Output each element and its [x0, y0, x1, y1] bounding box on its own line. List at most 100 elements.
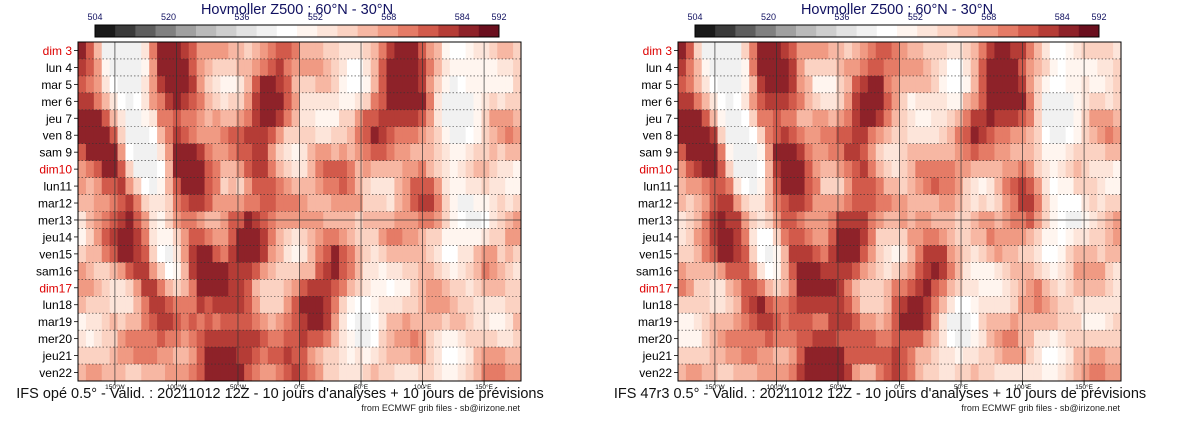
heatmap-cell	[212, 194, 221, 212]
heatmap-cell	[228, 296, 237, 314]
heatmap-cell	[741, 313, 750, 331]
heatmap-cell	[513, 228, 522, 246]
heatmap-cell	[859, 177, 869, 195]
heatmap-cell	[433, 42, 443, 60]
heatmap-cell	[157, 58, 166, 77]
heatmap-cell	[725, 92, 734, 111]
heatmap-cell	[970, 160, 980, 178]
heatmap-cell	[859, 92, 869, 111]
heatmap-cell	[513, 347, 522, 365]
heatmap-cell	[986, 228, 995, 246]
heatmap-cell	[765, 330, 774, 348]
y-tick-label: mar12	[638, 197, 672, 211]
heatmap-cell	[828, 177, 837, 195]
y-tick-label: jeu21	[642, 349, 673, 363]
heatmap-cell	[1097, 177, 1106, 195]
heatmap-cell	[133, 228, 142, 246]
heatmap-cell	[505, 177, 514, 195]
heatmap-cell	[891, 92, 900, 111]
chart-credit: from ECMWF grib files - sb@irizone.net	[961, 403, 1120, 413]
heatmap-cell	[836, 194, 845, 212]
heatmap-cell	[275, 296, 285, 314]
heatmap-cell	[772, 296, 782, 314]
heatmap-cell	[125, 279, 134, 297]
heatmap-cell	[796, 160, 805, 178]
heatmap-cell	[986, 330, 995, 348]
heatmap-cell	[1081, 143, 1090, 162]
heatmap-cell	[275, 109, 285, 128]
heatmap-cell	[796, 313, 805, 331]
heatmap-cell	[1073, 177, 1082, 195]
heatmap-cell	[701, 177, 711, 195]
colorbar-tick-label: 504	[687, 12, 702, 22]
heatmap-cell	[804, 296, 813, 314]
heatmap-cell	[796, 109, 805, 128]
colorbar-swatch	[1058, 25, 1080, 37]
heatmap-cell	[259, 143, 269, 162]
heatmap-cell	[1089, 92, 1098, 111]
heatmap-cell	[513, 279, 522, 297]
heatmap-cell	[157, 313, 166, 331]
heatmap-cell	[346, 42, 356, 60]
heatmap-cell	[497, 296, 506, 314]
heatmap-cell	[1113, 42, 1122, 60]
heatmap-cell	[157, 194, 166, 212]
heatmap-cell	[867, 42, 877, 60]
heatmap-cell	[307, 262, 316, 280]
heatmap-cell	[172, 160, 182, 178]
heatmap-cell	[378, 75, 387, 94]
heatmap-cell	[323, 330, 332, 348]
heatmap-cell	[812, 330, 821, 348]
heatmap-cell	[291, 228, 300, 246]
heatmap-cell	[346, 177, 356, 195]
heatmap-cell	[970, 177, 980, 195]
heatmap-cell	[923, 194, 932, 212]
heatmap-cell	[78, 92, 87, 111]
heatmap-cell	[497, 279, 506, 297]
heatmap-cell	[212, 92, 221, 111]
colorbar-tick-label: 552	[308, 12, 323, 22]
heatmap-cell	[1089, 296, 1098, 314]
heatmap-cell	[749, 42, 758, 60]
heatmap-cell	[259, 42, 269, 60]
heatmap-cell	[1033, 313, 1043, 331]
heatmap-cell	[1033, 347, 1043, 365]
heatmap-cell	[962, 126, 972, 145]
heatmap-cell	[1041, 279, 1051, 297]
heatmap-cell	[323, 245, 332, 263]
heatmap-cell	[883, 42, 892, 60]
heatmap-cell	[1097, 313, 1106, 331]
heatmap-cell	[157, 364, 166, 382]
y-tick-label: mer13	[38, 213, 72, 227]
heatmap-cell	[757, 75, 766, 94]
heatmap-cell	[986, 245, 995, 263]
heatmap-cell	[1113, 313, 1122, 331]
heatmap-cell	[220, 364, 229, 382]
heatmap-cell	[172, 262, 182, 280]
heatmap-cell	[315, 313, 324, 331]
heatmap-cell	[259, 330, 269, 348]
heatmap-cell	[804, 42, 813, 60]
heatmap-cell	[323, 75, 332, 94]
heatmap-cell	[891, 330, 900, 348]
heatmap-cell	[244, 364, 253, 382]
heatmap-cell	[875, 109, 885, 128]
heatmap-cell	[804, 364, 813, 382]
heatmap-cell	[836, 245, 845, 263]
heatmap-cell	[402, 296, 411, 314]
heatmap-cell	[1033, 194, 1043, 212]
heatmap-cell	[244, 262, 253, 280]
heatmap-cell	[725, 228, 734, 246]
heatmap-cell	[1057, 296, 1067, 314]
heatmap-cell	[844, 109, 853, 128]
heatmap-cell	[172, 330, 182, 348]
heatmap-cell	[1081, 313, 1090, 331]
heatmap-cell	[441, 75, 451, 94]
heatmap-cell	[883, 177, 892, 195]
heatmap-cell	[1105, 364, 1114, 382]
heatmap-cell	[244, 143, 253, 162]
heatmap-cell	[441, 126, 451, 145]
heatmap-cell	[362, 126, 372, 145]
colorbar-swatch	[836, 25, 857, 37]
heatmap-cell	[133, 177, 142, 195]
